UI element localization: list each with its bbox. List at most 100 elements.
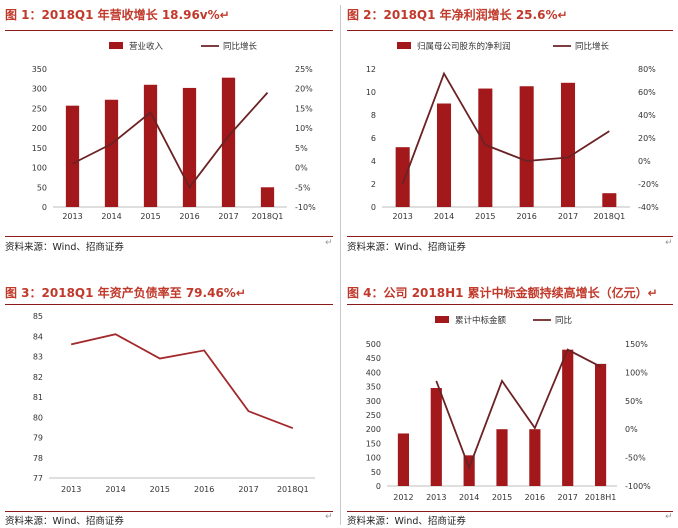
- chart-1-left-tick: 250: [32, 104, 47, 113]
- chart-4-x-tick: 2018H1: [585, 493, 616, 502]
- chart-4-x-tick: 2012: [393, 493, 413, 502]
- chart-3-x-tick: 2014: [105, 485, 125, 494]
- chart-1-title: 图 1：2018Q1 年营收增长 18.96v%↵: [5, 8, 230, 22]
- chart-1-line: [72, 92, 269, 189]
- chart-4-x-tick: 2014: [459, 493, 479, 502]
- chart-4-left-tick: 300: [366, 397, 381, 406]
- chart-2-x-tick: 2015: [475, 212, 495, 221]
- chart-2-right-tick: -40%: [638, 203, 659, 212]
- chart-1-right-tick: -10%: [295, 203, 316, 212]
- chart-4-source: 资料来源：Wind、招商证券: [347, 516, 466, 527]
- chart-1-x-tick: 2017: [218, 212, 238, 221]
- chart-3-plot: 77 78 79 80 81 82 83 84 85 2013 2014 2015 2016 2017 20…: [33, 312, 315, 494]
- chart-4-right-tick: 150%: [625, 340, 648, 349]
- chart-1-right-tick: -5%: [295, 183, 311, 192]
- chart-4-left-tick: 0: [376, 482, 381, 491]
- chart-2-legend-label: 同比增长: [575, 41, 610, 52]
- chart-3-left-tick: 79: [33, 434, 43, 443]
- chart-3-source-rule: [5, 511, 333, 512]
- chart-4-x-tick: 2017: [558, 493, 578, 502]
- chart-1-x-tick: 2018Q1: [252, 212, 284, 221]
- chart-1-source-rule: [5, 236, 333, 237]
- chart-2-x-tick: 2018Q1: [593, 212, 625, 221]
- chart-4-x-tick: 2015: [492, 493, 512, 502]
- chart-1-legend-label: 营业收入: [129, 41, 164, 52]
- chart-1-left-tick: 50: [37, 183, 47, 192]
- paragraph-mark: ↵: [325, 512, 333, 522]
- chart-4-legend-label: 同比: [555, 315, 572, 326]
- column-divider: [340, 5, 341, 525]
- chart-2-source: 资料来源：Wind、招商证券: [347, 242, 466, 253]
- chart-3-title: 图 3：2018Q1 年资产负债率至 79.46%↵: [5, 286, 246, 300]
- chart-2-x-tick: 2014: [434, 212, 454, 221]
- chart-1-left-tick: 100: [32, 164, 47, 173]
- chart-1-bar: [182, 87, 197, 207]
- chart-2-bar: [519, 86, 534, 207]
- chart-4-right-tick: 0%: [625, 425, 638, 434]
- chart-2-legend-label: 归属母公司股东的净利润: [417, 41, 511, 52]
- chart-1-bar: [260, 187, 275, 207]
- chart-2-x-tick: 2013: [392, 212, 412, 221]
- chart-3-left-tick: 77: [33, 474, 43, 483]
- chart-1-right-tick: 0%: [295, 164, 308, 173]
- chart-2-right-tick: 80%: [638, 65, 656, 74]
- chart-1-left-tick: 150: [32, 144, 47, 153]
- chart-2-left-tick: 8: [371, 111, 376, 120]
- chart-1-left-tick: 300: [32, 85, 47, 94]
- chart-3-left-tick: 84: [33, 332, 43, 341]
- chart-4-right-tick: -50%: [625, 454, 646, 463]
- chart-2-left-tick: 10: [366, 88, 376, 97]
- chart-1-legend-bar-swatch: [109, 42, 123, 49]
- chart-2-left-tick: 4: [371, 157, 376, 166]
- chart-4-left-tick: 100: [366, 454, 381, 463]
- chart-1-right-tick: 15%: [295, 104, 313, 113]
- chart-4-left-tick: 500: [366, 340, 381, 349]
- chart-4-bar: [397, 433, 410, 486]
- chart-2-left-tick: 6: [371, 134, 376, 143]
- chart-2-bar: [478, 88, 493, 207]
- chart-2-bar: [395, 147, 410, 207]
- chart-1-left-tick: 350: [32, 65, 47, 74]
- chart-4-left-tick: 250: [366, 411, 381, 420]
- chart-2-x-tick: 2017: [558, 212, 578, 221]
- chart-2-left-tick: 2: [371, 180, 376, 189]
- chart-1-x-tick: 2014: [101, 212, 121, 221]
- chart-3-x-tick: 2013: [61, 485, 81, 494]
- chart-4-bar: [463, 455, 475, 486]
- chart-3-left-tick: 80: [33, 413, 43, 422]
- chart-3-title-rule: [5, 304, 333, 305]
- chart-4-x-tick: 2013: [426, 493, 446, 502]
- chart-2-bar: [602, 193, 617, 207]
- chart-2-x-tick: 2016: [516, 212, 536, 221]
- chart-3-x-tick: 2015: [150, 485, 170, 494]
- chart-1-left-tick: 200: [32, 124, 47, 133]
- chart-1-legend-label: 同比增长: [223, 41, 258, 52]
- chart-4-bar: [496, 429, 508, 486]
- chart-2-bar: [560, 82, 576, 207]
- chart-2-source-rule: [347, 236, 673, 237]
- chart-panel-3: 图 3：2018Q1 年资产负债率至 79.46%↵ 77 78 79 80 81 82 8…: [5, 284, 333, 527]
- chart-1-bar: [104, 99, 119, 207]
- chart-4-bar: [529, 429, 541, 486]
- chart-4-title-rule: [347, 304, 673, 305]
- chart-2-right-tick: 0%: [638, 157, 651, 166]
- chart-4-left-tick: 450: [366, 354, 381, 363]
- chart-2-legend-bar-swatch: [397, 42, 411, 49]
- chart-panel-1: 图 1：2018Q1 年营收增长 18.96v%↵ 0 50 100 150 200 25…: [5, 6, 333, 253]
- chart-2-title: 图 2：2018Q1 年净利润增长 25.6%↵: [347, 8, 568, 22]
- chart-4-left-tick: 200: [366, 425, 381, 434]
- paragraph-mark: ↵: [665, 238, 673, 248]
- chart-4-source-rule: [347, 511, 673, 512]
- chart-1-bar: [221, 77, 236, 207]
- chart-1-right-tick: 10%: [295, 124, 313, 133]
- chart-3-left-tick: 83: [33, 353, 43, 362]
- chart-4-left-tick: 150: [366, 439, 381, 448]
- chart-3-source: 资料来源：Wind、招商证券: [5, 516, 124, 527]
- chart-1-plot: 0 50 100 150 200 250 300 350 -10% -5% 0% 5% 10% 15% 20…: [32, 41, 316, 221]
- chart-4-left-tick: 50: [371, 468, 381, 477]
- chart-3-left-tick: 82: [33, 373, 43, 382]
- chart-2-right-tick: 40%: [638, 111, 656, 120]
- chart-4-title: 图 4：公司 2018H1 累计中标金额持续高增长（亿元）↵: [347, 286, 658, 300]
- chart-3-left-tick: 81: [33, 393, 43, 402]
- chart-4-right-tick: 50%: [625, 397, 643, 406]
